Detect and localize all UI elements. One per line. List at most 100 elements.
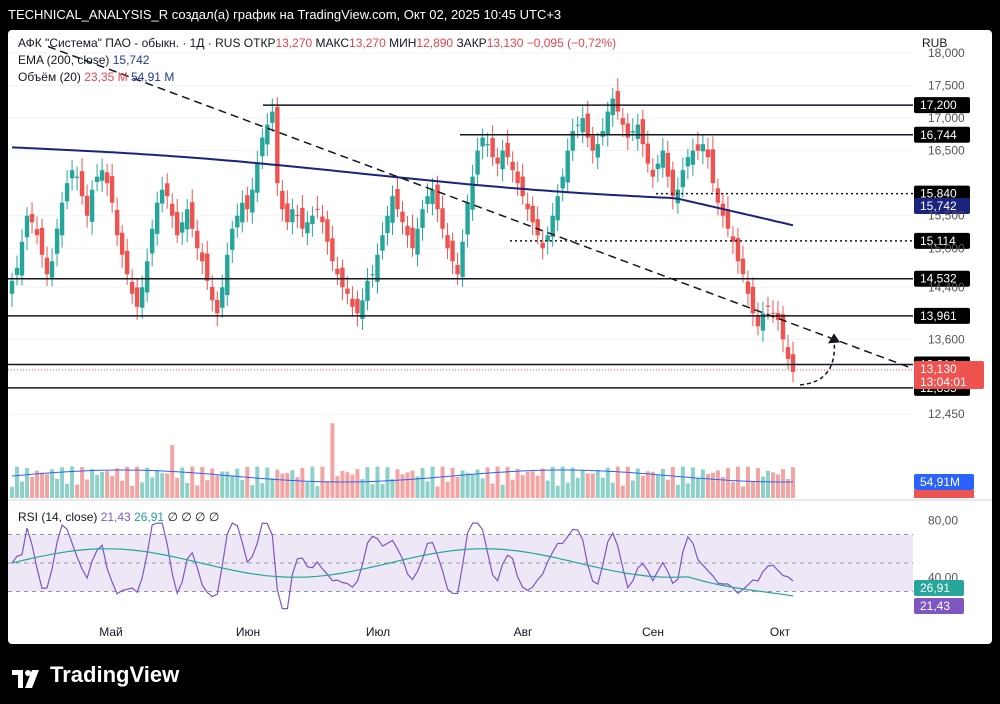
candle-body — [660, 150, 666, 168]
candle-body — [520, 176, 525, 197]
volume-bar — [555, 485, 560, 498]
candle-body — [109, 176, 115, 203]
volume-bar — [645, 471, 650, 498]
rsi-extra: ∅ ∅ ∅ ∅ — [167, 510, 220, 524]
candle-body — [545, 235, 550, 242]
candle-body — [370, 274, 375, 276]
candle-body — [470, 176, 475, 210]
candle-body — [79, 171, 85, 197]
volume-bar — [75, 484, 80, 498]
candle-body — [530, 205, 535, 223]
candle-body — [210, 286, 215, 301]
volume-bar — [565, 482, 570, 498]
volume-bar — [195, 485, 200, 498]
candle-body — [510, 161, 515, 171]
candle-body — [275, 107, 280, 184]
volume-bar — [540, 468, 545, 498]
candle-body — [64, 183, 70, 202]
candle-body — [505, 142, 510, 158]
volume-bar — [785, 478, 790, 498]
candle-body — [310, 215, 315, 225]
tradingview-footer: TradingView — [12, 660, 179, 690]
volume-bar — [515, 468, 520, 498]
candle-body — [605, 111, 610, 135]
volume-bar — [605, 467, 610, 498]
level-badge — [914, 185, 970, 202]
candle-body — [300, 207, 305, 229]
candle-body — [475, 150, 480, 175]
rsi-ma-badge — [914, 580, 964, 596]
volume-bar — [395, 469, 400, 498]
volume-bar — [755, 468, 760, 498]
symbol-title: АФК "Система" ПАО - обыкн. · 1Д · RUS — [18, 36, 241, 50]
time-tick-label: Июн — [236, 625, 260, 639]
low-label: МИН — [389, 36, 417, 50]
volume-bar — [570, 467, 575, 498]
volume-ma-value: 54,91 M — [130, 70, 175, 84]
volume-bar — [325, 481, 330, 498]
candle-body — [159, 189, 165, 204]
low-value: 12,890 — [416, 36, 454, 50]
currency-label[interactable]: RUB — [922, 36, 948, 50]
volume-bar — [405, 472, 410, 498]
candle-body — [415, 228, 420, 255]
candle-body — [425, 196, 430, 204]
price-tick-label: 15,500 — [928, 209, 965, 223]
volume-bar — [525, 471, 530, 498]
price-tick-label: 14,400 — [928, 280, 965, 294]
volume-bar — [720, 476, 725, 498]
volume-bar — [285, 472, 290, 498]
candle-body — [134, 287, 140, 307]
volume-ma-badge-label: 54,91M — [920, 475, 960, 489]
level-badge — [914, 126, 970, 143]
volume-bar — [220, 471, 225, 498]
candle-body — [220, 287, 225, 308]
volume-bar — [140, 482, 145, 498]
candle-body — [260, 137, 265, 157]
candle-body — [785, 347, 791, 359]
candle-body — [355, 299, 360, 314]
candle-body — [495, 157, 500, 164]
volume-bar — [625, 466, 630, 498]
level-label: 15,840 — [920, 187, 957, 201]
volume-bar — [70, 466, 75, 498]
candle-body — [725, 209, 731, 229]
volume-bar — [130, 485, 135, 498]
price-tick-label: 17,500 — [928, 79, 965, 93]
ema-legend: EMA (200, close) 15,742 — [18, 53, 149, 67]
candle-body — [180, 222, 185, 233]
candle-body — [500, 150, 505, 170]
price-chart[interactable]: 17,200 16,744 15,840 15,114 14,532 13,961 13,2… — [8, 30, 992, 644]
candle-body — [550, 215, 555, 237]
volume-bar — [735, 466, 740, 498]
candle-body — [645, 143, 651, 164]
candle-body — [154, 202, 160, 234]
current-price-badge — [914, 360, 984, 389]
candle-body — [650, 169, 656, 177]
rsi-tick-label: 80,00 — [928, 513, 958, 527]
volume-bar — [65, 483, 70, 498]
candle-body — [390, 196, 395, 223]
candle-body — [755, 315, 761, 327]
candle-body — [640, 119, 646, 145]
chart-panel[interactable]: 17,200 16,744 15,840 15,114 14,532 13,961 13,2… — [8, 30, 992, 644]
volume-bar — [750, 481, 755, 498]
volume-bar — [55, 478, 60, 498]
volume-bar — [320, 466, 325, 498]
volume-bar — [10, 486, 14, 498]
volume-bar — [355, 469, 360, 498]
volume-bar — [590, 473, 595, 498]
volume-bar — [230, 475, 235, 498]
candle-body — [670, 169, 676, 197]
candle-body — [540, 242, 545, 249]
level-badge — [914, 232, 970, 249]
volume-bar — [360, 479, 365, 498]
candle-body — [14, 267, 20, 275]
rsi-ma-value: 26,91 — [134, 510, 165, 524]
volume-bar — [245, 466, 250, 498]
candle-body — [750, 286, 756, 314]
publisher-header: TECHNICAL_ANALYSIS_R создал(а) график на… — [0, 0, 1000, 30]
candle-body — [320, 216, 325, 223]
candle-body — [89, 189, 95, 222]
candle-body — [205, 253, 210, 281]
